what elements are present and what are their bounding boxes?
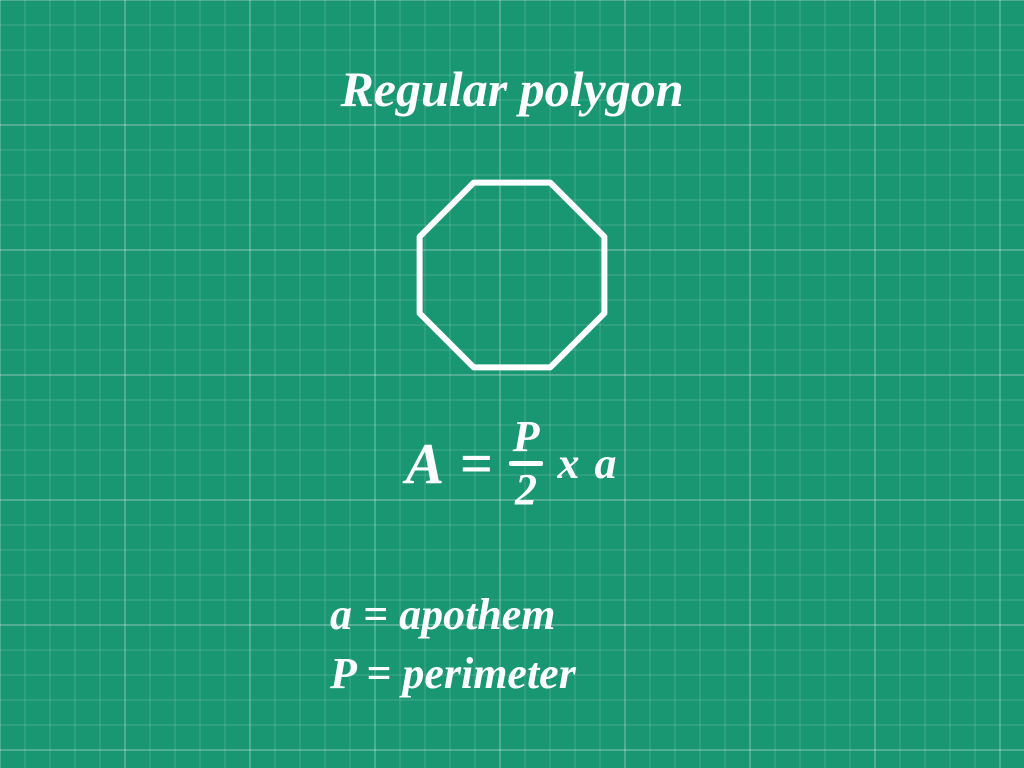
variable-legend: a = apothem P = perimeter xyxy=(330,585,576,704)
octagon-shape xyxy=(407,170,617,380)
content-layer: Regular polygon A = P 2 x a a = apothem … xyxy=(0,0,1024,768)
formula-lhs: A = xyxy=(406,430,495,497)
chalkboard: Regular polygon A = P 2 x a a = apothem … xyxy=(0,0,1024,768)
diagram-title: Regular polygon xyxy=(0,60,1024,118)
legend-line-apothem: a = apothem xyxy=(330,585,576,644)
shape-container xyxy=(0,170,1024,380)
fraction-numerator: P xyxy=(509,415,544,461)
legend-line-perimeter: P = perimeter xyxy=(330,644,576,703)
fraction-denominator: 2 xyxy=(511,466,541,512)
area-formula: A = P 2 x a xyxy=(0,415,1024,512)
formula-fraction: P 2 xyxy=(509,415,544,512)
formula-rhs: x a xyxy=(557,438,618,489)
